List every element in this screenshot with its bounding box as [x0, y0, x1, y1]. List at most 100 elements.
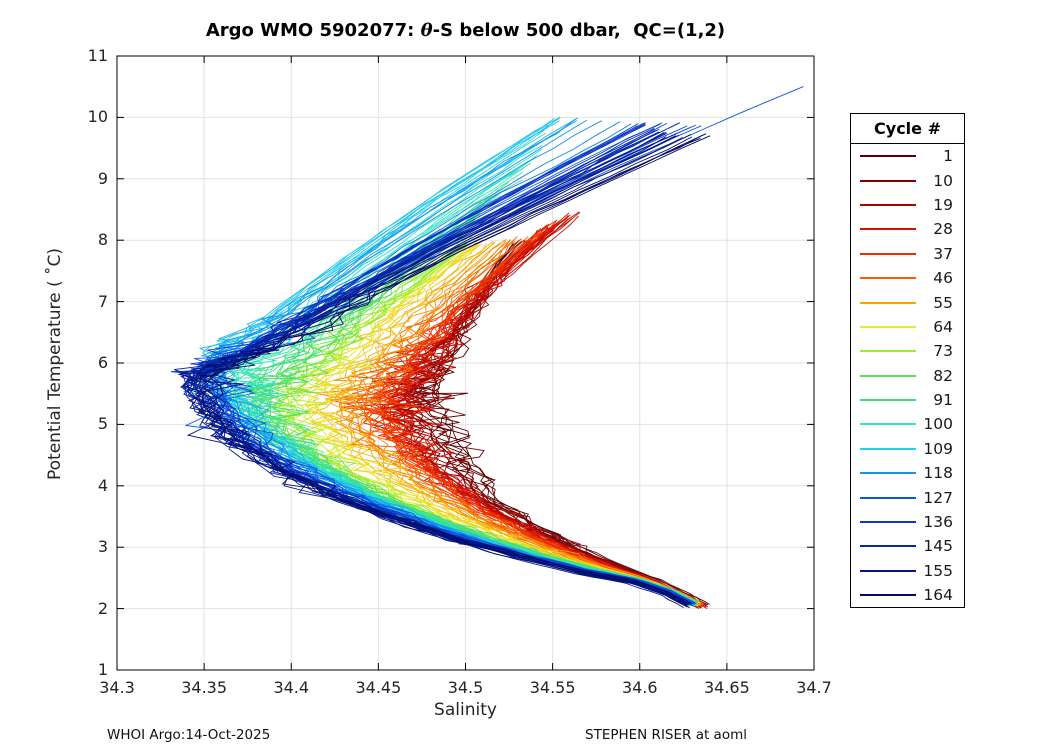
legend-line-sample	[860, 277, 916, 280]
plot-title-pre: Argo WMO 5902077:	[205, 20, 421, 41]
y-tick-label: 7	[97, 291, 108, 311]
legend-line-sample	[860, 228, 916, 231]
profile-line-interp	[304, 240, 700, 604]
profile-line-interp	[197, 133, 707, 604]
legend-entry: 100	[851, 412, 964, 436]
legend-entry-label: 10	[933, 171, 953, 190]
profile-line-interp	[335, 238, 701, 604]
legend-entry: 164	[851, 583, 964, 607]
y-tick-label: 9	[97, 168, 108, 188]
legend-entry-label: 145	[923, 537, 953, 556]
legend-entry: 46	[851, 266, 964, 290]
legend-entry-label: 136	[923, 513, 953, 532]
x-tick-label: 34.5	[447, 678, 484, 697]
legend-line-sample	[860, 155, 916, 158]
legend-line-sample	[860, 399, 916, 402]
legend-entry-label: 155	[923, 561, 953, 580]
legend: Cycle # 1 10 19 28 37 46 55 64 73 82 91 100 109 118 12…	[850, 113, 965, 609]
legend-line-sample	[860, 252, 916, 255]
legend-line-sample	[860, 423, 916, 426]
legend-line-sample	[860, 569, 916, 572]
profile-line-cycle-155	[193, 135, 688, 606]
footer-right-text: STEPHEN RISER at aoml	[585, 727, 747, 743]
x-axis-label: Salinity	[434, 700, 497, 720]
legend-entry: 28	[851, 217, 964, 241]
y-tick-label: 4	[97, 475, 108, 495]
y-tick-label: 11	[87, 46, 108, 65]
legend-entry-label: 46	[933, 269, 953, 288]
legend-line-sample	[860, 594, 916, 597]
y-tick-label: 5	[97, 414, 108, 434]
profile-line-cycle-82	[257, 220, 696, 605]
profile-line-interp	[370, 233, 706, 608]
x-tick-label: 34.4	[273, 678, 310, 697]
legend-entry: 37	[851, 242, 964, 266]
legend-entry-label: 164	[923, 586, 953, 605]
legend-entry: 55	[851, 290, 964, 314]
legend-entry-label: 64	[933, 317, 953, 336]
profile-line-cycle-10	[412, 238, 703, 607]
legend-entry-label: 82	[933, 366, 953, 385]
legend-entry-label: 37	[933, 244, 953, 263]
legend-entry-label: 109	[923, 439, 953, 458]
legend-entry: 136	[851, 510, 964, 534]
y-tick-label: 1	[97, 660, 108, 679]
profile-line-interp	[183, 136, 684, 608]
legend-entry: 91	[851, 388, 964, 412]
y-tick-label: 2	[97, 598, 108, 618]
x-tick-label: 34.65	[703, 678, 750, 697]
x-tick-label: 34.55	[529, 678, 576, 697]
y-tick-label: 6	[97, 353, 108, 372]
y-tick-label: 8	[97, 230, 108, 250]
legend-entry: 82	[851, 364, 964, 388]
profile-line-interp	[183, 118, 698, 605]
x-tick-label: 34.7	[796, 678, 832, 697]
legend-entry-label: 91	[933, 391, 953, 410]
y-tick-label: 3	[97, 537, 108, 557]
legend-line-sample	[860, 545, 916, 548]
x-tick-label: 34.6	[621, 678, 658, 697]
legend-entry: 109	[851, 437, 964, 461]
legend-line-sample	[860, 325, 916, 328]
legend-line-sample	[860, 203, 916, 206]
plot-title-post: -S below 500 dbar, QC=(1,2)	[432, 20, 726, 41]
profile-line-cycle-145	[195, 131, 689, 606]
x-tick-label: 34.35	[181, 678, 228, 697]
profiles-group	[170, 86, 804, 609]
legend-entry: 64	[851, 315, 964, 339]
legend-line-sample	[860, 374, 916, 377]
legend-entry-label: 55	[933, 293, 953, 312]
legend-entry-label: 118	[923, 464, 953, 483]
legend-line-sample	[860, 350, 916, 353]
legend-entry: 10	[851, 168, 964, 192]
legend-line-sample	[860, 472, 916, 475]
legend-entry: 145	[851, 534, 964, 558]
profile-line-cycle-164	[199, 135, 711, 606]
legend-entry: 118	[851, 461, 964, 485]
x-tick-label: 34.3	[99, 678, 135, 697]
legend-entry: 127	[851, 485, 964, 509]
legend-entry-label: 28	[933, 220, 953, 239]
theta-symbol: θ	[420, 20, 433, 41]
legend-entry: 155	[851, 559, 964, 583]
legend-entry-label: 1	[943, 147, 953, 166]
legend-line-sample	[860, 521, 916, 524]
legend-body: 1 10 19 28 37 46 55 64 73 82 91 100 109 118 127 136 145 1…	[851, 144, 964, 607]
legend-line-sample	[860, 301, 916, 304]
plot-title: Argo WMO 5902077: θ-S below 500 dbar, QC…	[117, 20, 814, 41]
legend-entry: 19	[851, 193, 964, 217]
legend-entry-label: 127	[923, 488, 953, 507]
legend-line-sample	[860, 447, 916, 450]
y-tick-label: 10	[87, 107, 108, 127]
footer-left-text: WHOI Argo:14-Oct-2025	[107, 727, 271, 743]
legend-line-sample	[860, 179, 916, 182]
x-tick-label: 34.45	[355, 678, 402, 697]
legend-entry: 73	[851, 339, 964, 363]
legend-entry-label: 100	[923, 415, 953, 434]
profile-line-interp	[273, 227, 697, 603]
profile-line-interp	[386, 227, 707, 606]
legend-entry-label: 19	[933, 195, 953, 214]
legend-title: Cycle #	[851, 114, 964, 144]
